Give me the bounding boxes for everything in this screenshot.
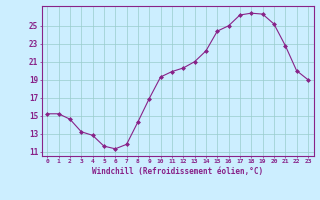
X-axis label: Windchill (Refroidissement éolien,°C): Windchill (Refroidissement éolien,°C) bbox=[92, 167, 263, 176]
